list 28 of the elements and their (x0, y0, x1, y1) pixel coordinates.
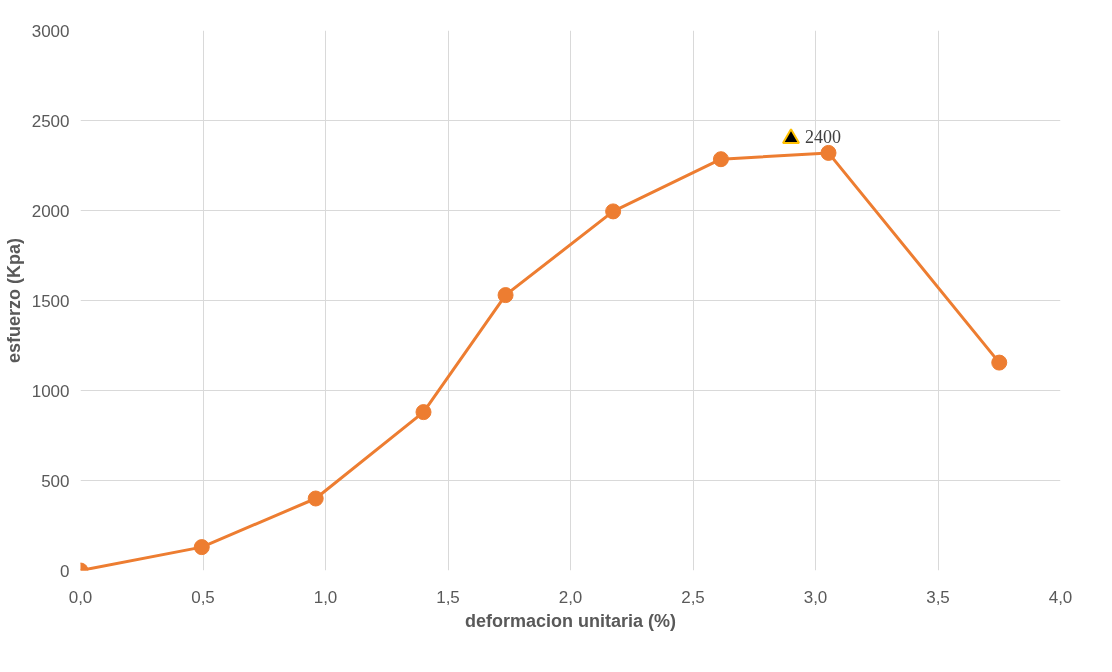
y-tick-label: 0 (60, 561, 70, 581)
y-tick-label: 500 (41, 471, 70, 491)
x-tick-label: 0,0 (68, 587, 93, 607)
x-tick-label: 3,0 (803, 587, 828, 607)
x-tick-label: 1,5 (436, 587, 460, 607)
point (193, 539, 210, 556)
x-tick-label: 0,5 (191, 587, 215, 607)
x-tick-label: 2,0 (558, 587, 583, 607)
x-axis-title: deformacion unitaria (%) (464, 610, 677, 631)
x-tick-label: 1,0 (313, 587, 338, 607)
point (991, 354, 1008, 371)
y-tick-label: 1000 (31, 381, 70, 401)
data-label: 2400 (805, 126, 841, 147)
point (415, 404, 432, 421)
x-tick-label: 2,5 (681, 587, 705, 607)
x-tick-label: 4,0 (1048, 587, 1073, 607)
point (605, 203, 622, 220)
point (712, 151, 729, 168)
y-tick-label: 1500 (31, 291, 70, 311)
y-tick-label: 2000 (31, 201, 70, 221)
point (497, 287, 514, 304)
point (820, 144, 837, 161)
y-axis-title: esfuerzo (Kpa) (3, 237, 24, 364)
point (307, 490, 324, 507)
point (782, 128, 800, 145)
y-tick-label: 3000 (31, 21, 70, 41)
y-tick-label: 2500 (31, 111, 70, 131)
x-tick-label: 3,5 (926, 587, 950, 607)
